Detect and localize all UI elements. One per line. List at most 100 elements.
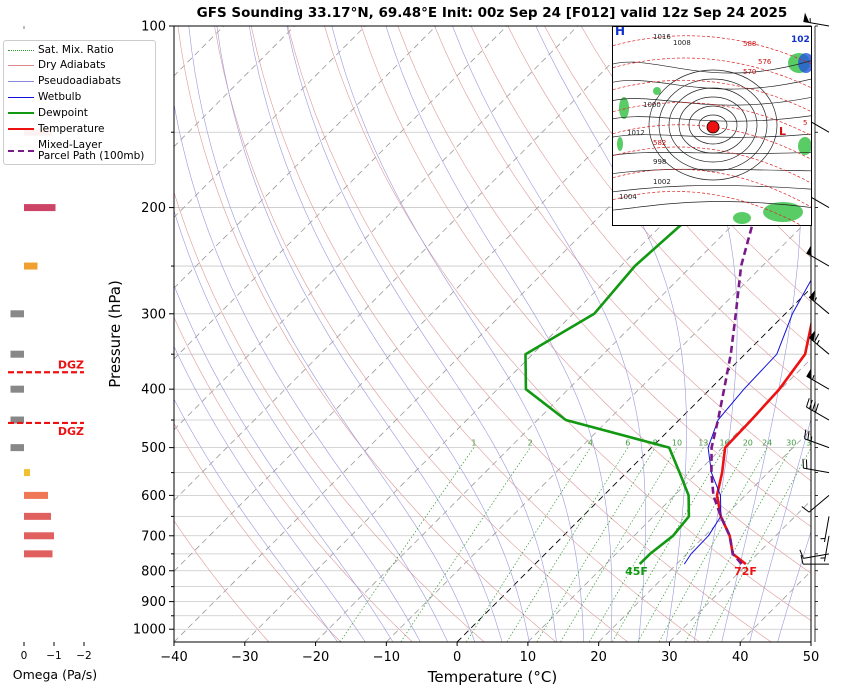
y-tick-label: 600 [141,489,166,504]
inset-thickness-line [613,57,811,89]
x-tick-label: −40 [160,650,187,665]
inset-isobar [613,133,811,138]
legend-item: Dry Adiabats [4,59,106,73]
inset-label: 1008 [673,39,691,47]
inset-precip [619,97,629,119]
inset-isobar [613,115,811,122]
dry-adiabat [434,26,811,482]
omega-bar [24,550,53,558]
wind-barb [802,458,830,474]
inset-map: H 102 L 1016 1004 1008 1000 998 1012 1002 570 576 58… [612,26,812,226]
x-tick-label: 20 [590,650,607,665]
legend-swatch [8,112,34,115]
omega-x-tick-label: 0 [21,650,28,662]
wind-barb-full [809,399,813,409]
inset-isobar [613,96,811,106]
wind-barb-full [800,555,804,565]
mixing-ratio-line [588,447,704,642]
wind-barb-flag [809,330,815,342]
wind-barb-half [814,297,818,302]
mixing-ratio-line [612,447,725,642]
dry-adiabat [287,26,772,642]
inset-label: 570 [743,68,756,76]
isotherm-line [174,26,649,502]
mixing-ratio-label: 2 [528,439,533,448]
mixing-ratio-label: 20 [743,439,753,448]
axes: 45F 72F −40 −30 −20 −10 0 10 20 30 40 50 Temperature… [106,20,819,687]
legend-label: Mixed-Layer Parcel Path (100mb) [38,138,144,162]
mixing-ratio-line [637,447,749,642]
omega-bar [10,444,24,452]
series-line-mixed-layer-parcel-path-mb [710,76,811,565]
dry-adiabat [397,26,811,528]
inset-label: 1016 [653,33,671,41]
wind-barb [806,245,830,267]
legend-label: Dewpoint [38,106,88,119]
legend-swatch [8,65,34,67]
wind-barb-full [804,429,807,439]
pseudoadiabat [174,102,448,642]
omega-bar [10,416,24,424]
x-axis-label: Temperature (°C) [427,668,557,686]
wind-barb [806,398,830,421]
isotherm-line [174,26,437,289]
x-tick-label: −20 [302,650,329,665]
omega-bar [10,385,24,393]
inset-isobar-ring [698,114,728,136]
isotherm-line [669,499,811,642]
pseudoadiabat [174,345,366,642]
pseudoadiabat [385,26,613,642]
wind-barb-full [799,549,804,559]
isotherm-line [174,26,366,218]
pseudoadiabat [286,26,557,642]
wind-barb-half [812,375,815,380]
dry-adiabat [360,26,811,574]
dry-adiabat [544,26,811,347]
wind-barb-flag [806,245,812,257]
wind-barb-flag [803,12,810,23]
wind-barb-staff [823,516,830,543]
y-tick-label: 300 [141,307,166,322]
mixing-ratio-label: 6 [625,439,630,448]
legend-label-line1: Mixed-Layer [38,138,103,151]
inset-thickness-line [613,146,811,184]
dry-adiabat [507,26,811,391]
wind-barb [820,516,830,543]
omega-x-tick-label: −1 [46,650,61,662]
chart-title: GFS Sounding 33.17°N, 69.48°E Init: 00z … [197,5,788,21]
inset-label: 1002 [653,178,671,186]
inset-isobar [613,168,811,174]
wind-barb [799,549,830,559]
inset-isobar-ring [658,78,768,172]
dry-adiabat [838,26,855,642]
dry-adiabat [324,26,811,621]
mixing-ratio-line [685,447,792,642]
y-tick-label: 1000 [133,623,166,638]
isotherm-line [174,26,578,431]
inset-label: L [779,125,786,138]
isotherm-line [456,287,811,642]
inset-precip-heavy [798,53,811,73]
mixing-ratio-line [400,447,531,642]
mixing-ratio-label: 1 [471,439,476,448]
mixing-ratio-line [560,447,678,642]
y-tick-label: 400 [141,383,166,398]
wind-barb-half [810,436,813,442]
wind-barb [803,12,830,27]
inset-label: 1012 [627,129,645,137]
isotherm-line [598,429,811,642]
inset-label: 1004 [619,193,637,201]
isotherm-line [174,26,295,148]
inset-label: 588 [743,40,756,48]
isotherm-line [810,641,811,642]
legend-label: Wetbulb [38,90,82,103]
dry-adiabat [580,26,811,303]
surface-label: 45F [625,565,648,578]
dry-adiabat [177,26,557,642]
inset-precip [733,212,751,224]
inset-precip [798,137,811,155]
legend-swatch [8,81,34,83]
legend-item: Mixed-Layer Parcel Path (100mb) [4,138,144,164]
mixing-ratio-line [339,447,475,642]
